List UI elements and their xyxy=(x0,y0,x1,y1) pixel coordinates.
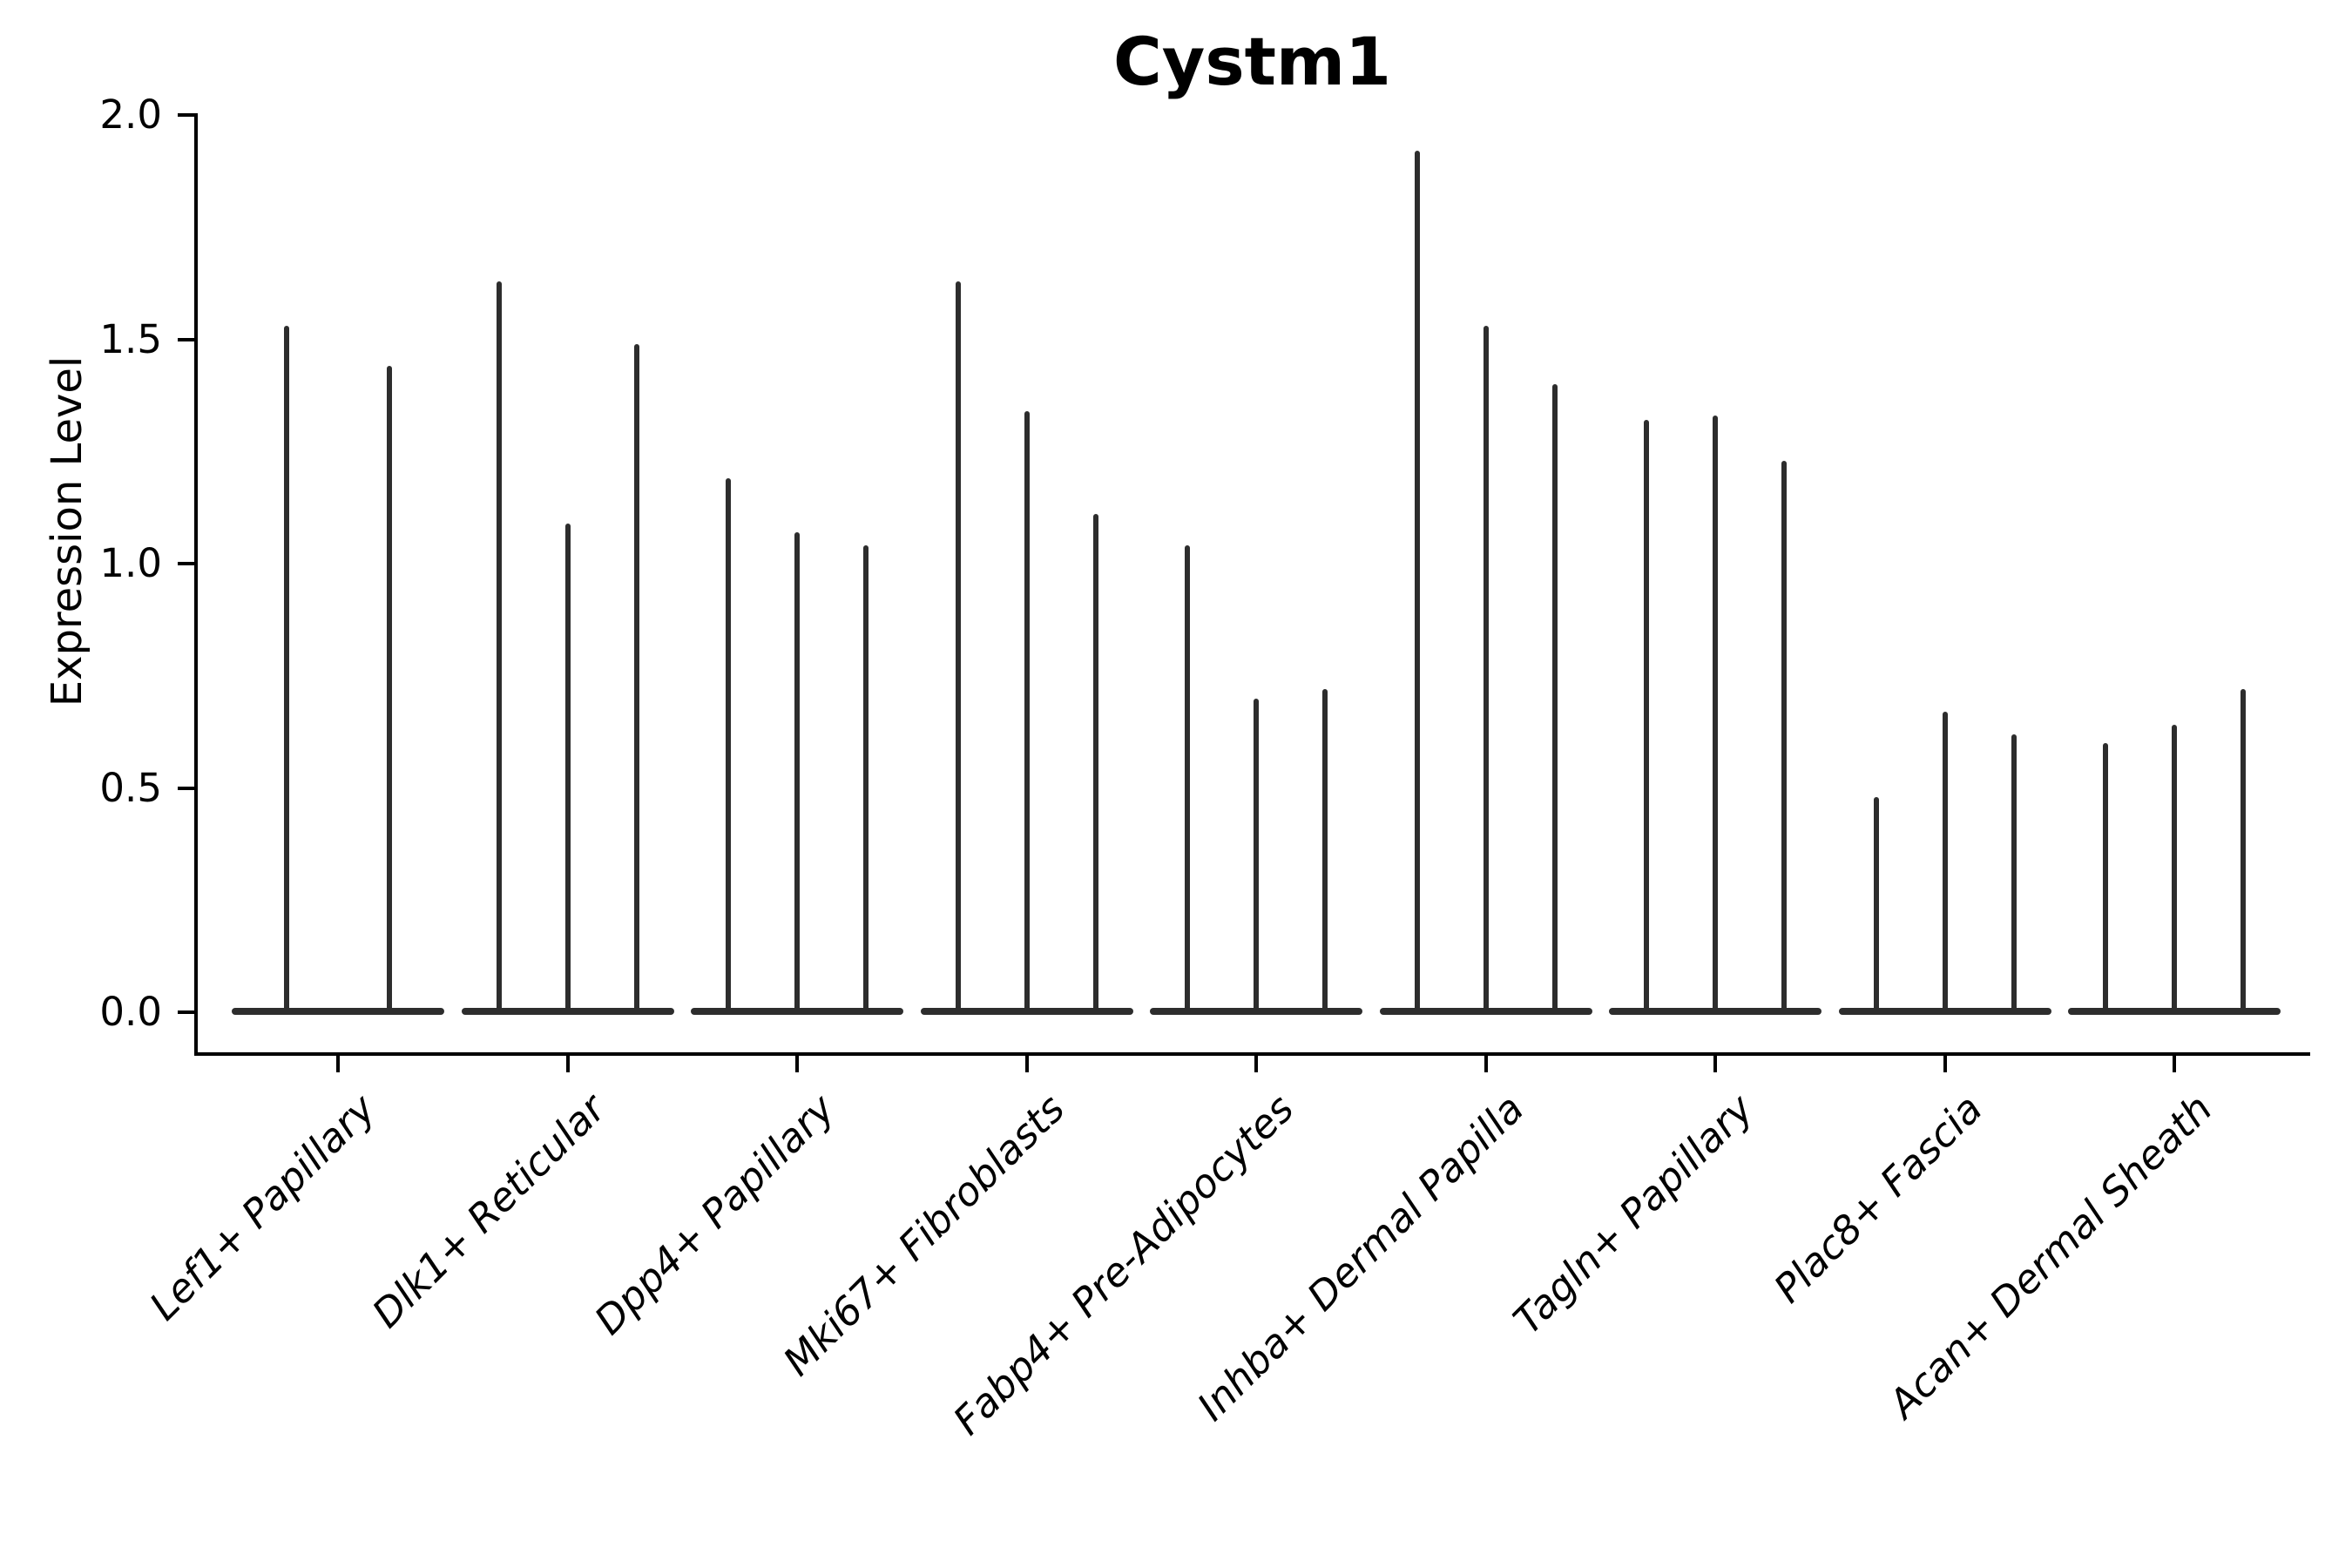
x-tick xyxy=(795,1056,799,1072)
x-tick-label: Dlk1+ Reticular xyxy=(362,1085,614,1337)
x-tick xyxy=(1024,1056,1029,1072)
violin-spike xyxy=(955,280,961,1012)
x-tick-label: Lef1+ Papillary xyxy=(140,1085,385,1329)
violin-spike xyxy=(1185,545,1190,1012)
violin-spike xyxy=(1092,514,1098,1012)
violin-spike xyxy=(2240,689,2246,1012)
violin-spike xyxy=(564,523,571,1012)
violin-spike xyxy=(1644,420,1649,1012)
violin-spike xyxy=(726,478,731,1012)
y-tick-label: 1.5 xyxy=(99,315,162,362)
x-tick xyxy=(2173,1056,2176,1072)
violin-spike xyxy=(1781,460,1787,1012)
violin-spike xyxy=(1414,151,1420,1012)
x-tick xyxy=(336,1056,340,1072)
x-tick xyxy=(1484,1056,1488,1072)
violin-spike xyxy=(1254,698,1259,1012)
x-tick xyxy=(1254,1056,1258,1072)
violin-spike xyxy=(794,531,800,1012)
x-tick xyxy=(1943,1056,1947,1072)
y-tick xyxy=(178,337,194,341)
violin-spike xyxy=(1483,326,1489,1012)
y-tick xyxy=(178,1010,194,1014)
y-tick xyxy=(178,562,194,565)
violin-base xyxy=(232,1008,444,1015)
x-axis-spine xyxy=(194,1052,2310,1056)
violin-spike xyxy=(1942,711,1948,1012)
x-tick-label: Plac8+ Fascia xyxy=(1765,1085,1991,1312)
violin-spike xyxy=(1322,689,1328,1012)
violin-spike xyxy=(2103,743,2108,1012)
y-tick-label: 0.5 xyxy=(99,764,162,811)
x-tick-label: Tagln+ Papillary xyxy=(1504,1085,1762,1343)
chart-title: Cystm1 xyxy=(1113,23,1391,100)
violin-spike xyxy=(496,280,502,1012)
y-axis-spine xyxy=(194,113,198,1056)
violin-spike xyxy=(2011,733,2017,1012)
x-tick xyxy=(1713,1056,1717,1072)
y-tick xyxy=(178,786,194,790)
violin-spike xyxy=(633,343,639,1012)
violin-spike xyxy=(283,326,289,1012)
y-tick-label: 2.0 xyxy=(99,91,162,138)
violin-spike xyxy=(1713,416,1718,1012)
violin-spike xyxy=(1551,384,1558,1012)
y-tick-label: 1.0 xyxy=(99,540,162,586)
violin-spike xyxy=(387,366,393,1012)
y-tick xyxy=(178,113,194,117)
y-tick-label: 0.0 xyxy=(99,989,162,1035)
violin-spike xyxy=(863,545,868,1012)
x-tick xyxy=(565,1056,570,1072)
violin-spike xyxy=(2172,725,2177,1012)
y-axis-label: Expression Level xyxy=(43,355,91,707)
violin-spike xyxy=(1873,796,1879,1012)
violin-spike xyxy=(1024,410,1030,1012)
x-tick-label: Dpp4+ Papillary xyxy=(585,1085,844,1344)
